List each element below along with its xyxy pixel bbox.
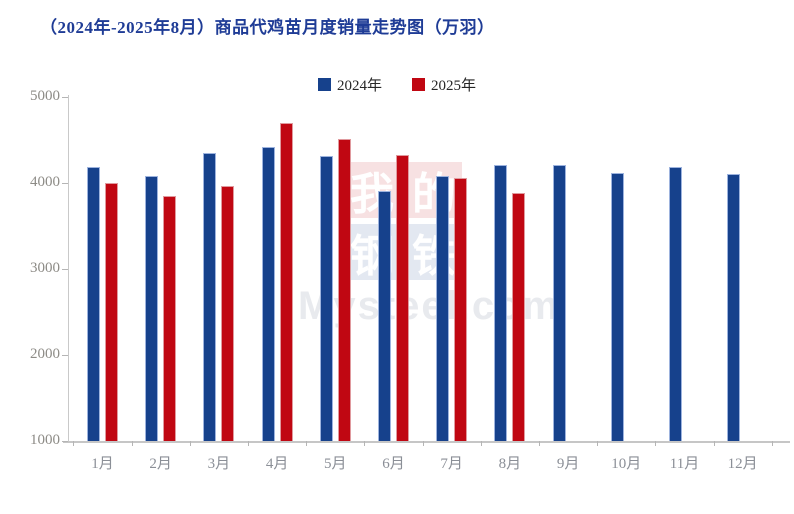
x-axis-tick: [364, 441, 366, 446]
x-axis-label: 12月: [727, 456, 758, 472]
y-axis-label: 1000: [30, 432, 60, 448]
bar-2024年-5月: [319, 156, 333, 441]
x-axis-label: 4月: [265, 456, 289, 472]
bar-2025年-3月: [221, 185, 235, 441]
bar-2024年-4月: [261, 146, 275, 441]
bar-2024年-6月: [378, 190, 391, 441]
x-axis-tick: [306, 441, 308, 446]
x-axis-label: 7月: [440, 456, 463, 472]
legend-label-2025: 2025年: [431, 78, 477, 94]
x-axis-label: 1月: [91, 456, 114, 472]
x-axis-label: 2月: [149, 456, 172, 472]
y-axis-tick: [62, 97, 68, 98]
bar-2024年-10月: [610, 172, 624, 441]
x-axis-tick: [480, 441, 482, 446]
x-axis-tick: [655, 441, 657, 446]
bar-2024年-7月: [436, 176, 450, 441]
x-axis-label: 10月: [611, 456, 642, 472]
x-axis-tick: [771, 441, 773, 446]
bar-2025年-6月: [396, 155, 409, 441]
legend: 2024年 2025年: [0, 74, 794, 95]
x-axis-tick: [539, 441, 540, 446]
bar-2025年-4月: [279, 122, 293, 441]
legend-label-2024: 2024年: [336, 78, 382, 94]
y-axis-tick: [62, 355, 68, 356]
y-axis-line: [68, 95, 69, 442]
legend-item-2025: 2025年: [412, 74, 476, 95]
legend-swatch-2024-icon: [317, 78, 331, 91]
chart-title: （2024年-2025年8月）商品代鸡苗月度销量走势图（万羽）: [40, 18, 495, 37]
bar-2024年-1月: [87, 166, 100, 441]
bar-2024年-9月: [552, 164, 566, 441]
x-axis-tick: [73, 441, 75, 446]
x-axis-tick: [713, 441, 715, 446]
y-axis-tick: [62, 441, 68, 442]
y-axis-label: 5000: [30, 88, 60, 104]
y-axis-tick: [62, 269, 68, 270]
bar-2025年-1月: [105, 183, 118, 441]
x-axis-tick: [189, 441, 191, 446]
x-axis-tick: [597, 441, 599, 446]
x-axis-label: 11月: [669, 456, 700, 472]
legend-item-2024: 2024年: [317, 74, 382, 95]
y-axis-label: 3000: [30, 260, 60, 276]
bar-2025年-7月: [454, 177, 468, 441]
bar-2024年-8月: [494, 164, 508, 441]
y-axis-label: 2000: [30, 346, 60, 362]
x-axis-label: 8月: [498, 456, 522, 472]
bar-2024年-11月: [669, 166, 682, 441]
bar-2025年-2月: [163, 195, 177, 441]
x-axis-tick: [131, 441, 133, 446]
x-axis-label: 6月: [382, 456, 405, 472]
x-axis-label: 5月: [324, 456, 347, 472]
bar-2025年-8月: [512, 193, 526, 441]
x-axis-label: 9月: [556, 456, 580, 472]
bar-2025年-5月: [337, 139, 351, 441]
bar-2024年-12月: [727, 174, 741, 441]
y-axis-label: 4000: [30, 174, 60, 190]
legend-swatch-2025-icon: [412, 78, 425, 91]
x-axis-tick: [248, 441, 249, 446]
bar-2024年-3月: [203, 152, 217, 441]
y-axis-tick: [62, 183, 68, 184]
x-axis-line: [63, 441, 790, 443]
x-axis-tick: [422, 441, 424, 446]
bar-2024年-2月: [145, 176, 159, 441]
x-axis-label: 3月: [207, 456, 231, 472]
